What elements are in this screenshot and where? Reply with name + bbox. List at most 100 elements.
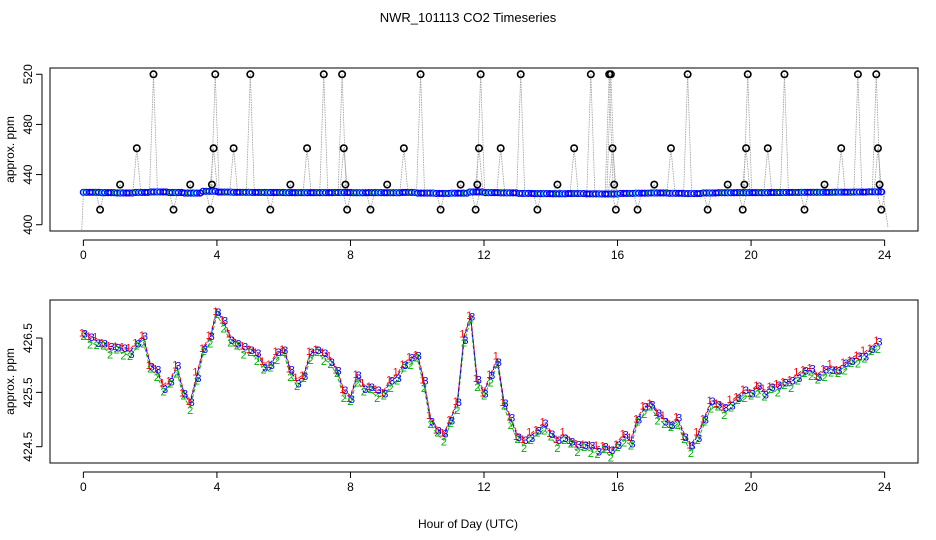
- series-marker-3: 3: [449, 416, 455, 428]
- spike-point: [206, 205, 215, 214]
- series-marker-1: 1: [686, 440, 692, 452]
- series-marker-3: 3: [396, 373, 402, 385]
- series-marker-2: 2: [628, 441, 634, 453]
- series-marker-3: 3: [402, 360, 408, 372]
- series-marker-3: 3: [255, 348, 261, 360]
- series-marker-2: 2: [641, 409, 647, 421]
- series-marker-3: 3: [583, 440, 589, 452]
- series-marker-1: 1: [439, 428, 445, 440]
- series-marker-2: 2: [301, 373, 307, 385]
- series-marker-3: 3: [723, 403, 729, 415]
- series-marker-1: 1: [226, 329, 232, 341]
- series-marker-3: 3: [462, 335, 468, 347]
- spike-point: [533, 205, 542, 214]
- series-marker-3: 3: [876, 336, 882, 348]
- spike-point: [338, 70, 347, 79]
- spike-line: [763, 148, 769, 193]
- series-marker-2: 2: [261, 365, 267, 377]
- series-marker-2: 2: [321, 356, 327, 368]
- spike-line: [302, 148, 308, 193]
- series-marker-1: 1: [560, 426, 566, 438]
- series-marker-2: 2: [428, 419, 434, 431]
- series-marker-1: 1: [726, 394, 732, 406]
- series-marker-3: 3: [563, 433, 569, 445]
- bottom-x-tick-label: 24: [878, 480, 892, 494]
- series-marker-3: 3: [316, 345, 322, 357]
- bottom-x-axis: 0 4 8 12 16 20 24: [80, 471, 892, 494]
- series-marker-3: 3: [482, 388, 488, 400]
- spike-point: [763, 144, 772, 153]
- series-marker-1: 1: [720, 401, 726, 413]
- series-marker-2: 2: [274, 355, 280, 367]
- spike-point: [608, 144, 617, 153]
- series-marker-3: 3: [516, 432, 522, 444]
- series-marker-2: 2: [548, 431, 554, 443]
- series-marker-3: 3: [429, 417, 435, 429]
- series-marker-3: 3: [249, 345, 255, 357]
- spike-line: [403, 148, 409, 193]
- spike-line: [149, 74, 154, 193]
- series-marker-2: 2: [868, 346, 874, 358]
- series-marker-3: 3: [282, 345, 288, 357]
- series-marker-2: 2: [594, 449, 600, 461]
- spike-point: [853, 70, 862, 79]
- spike-line: [520, 74, 526, 193]
- bottom-y-axis-label: approx. ppm: [3, 348, 17, 415]
- spike-line: [840, 148, 846, 193]
- series-marker-1: 1: [873, 335, 879, 347]
- series-marker-3: 3: [743, 385, 749, 397]
- series-marker-3: 3: [142, 331, 148, 343]
- series-marker-3: 3: [589, 441, 595, 453]
- series-marker-2: 2: [394, 375, 400, 387]
- series-marker-2: 2: [448, 418, 454, 430]
- series-marker-3: 3: [322, 348, 328, 360]
- series-marker-3: 3: [549, 429, 555, 441]
- series-marker-1: 1: [613, 439, 619, 451]
- series-marker-1: 1: [519, 434, 525, 446]
- series-marker-1: 1: [493, 350, 499, 362]
- series-marker-1: 1: [85, 331, 91, 343]
- series-marker-2: 2: [107, 349, 113, 361]
- series-marker-3: 3: [536, 425, 542, 437]
- series-marker-2: 2: [134, 341, 140, 353]
- series-marker-1: 1: [152, 363, 158, 375]
- top-plot-frame: [49, 67, 919, 232]
- series-marker-2: 2: [588, 448, 594, 460]
- series-marker-1: 1: [126, 342, 132, 354]
- series-marker-3: 3: [870, 344, 876, 356]
- series-marker-2: 2: [668, 422, 674, 434]
- series-marker-2: 2: [281, 347, 287, 359]
- series-marker-1: 1: [767, 381, 773, 393]
- spike-line: [229, 148, 235, 193]
- series-marker-3: 3: [756, 381, 762, 393]
- series-marker-3: 3: [683, 432, 689, 444]
- series-marker-3: 3: [790, 375, 796, 387]
- series-marker-3: 3: [609, 445, 615, 457]
- series-marker-3: 3: [175, 361, 181, 373]
- series-marker-2: 2: [401, 362, 407, 374]
- series-marker-3: 3: [336, 366, 342, 378]
- spike-line: [500, 148, 506, 193]
- top-x-tick-label: 20: [744, 248, 758, 262]
- series-marker-1: 1: [700, 413, 706, 425]
- series-marker-2: 2: [675, 420, 681, 432]
- top-y-tick-label: 400: [21, 214, 35, 234]
- spike-point: [473, 180, 482, 189]
- series-marker-1: 1: [99, 337, 105, 349]
- series-marker-3: 3: [222, 316, 228, 328]
- spike-point: [116, 180, 125, 189]
- series-marker-2: 2: [581, 442, 587, 454]
- series-marker-1: 1: [466, 310, 472, 322]
- series-marker-2: 2: [294, 381, 300, 393]
- x-axis-label: Hour of Day (UTC): [418, 517, 518, 531]
- spike-point: [383, 180, 392, 189]
- series-marker-2: 2: [528, 435, 534, 447]
- series-marker-3: 3: [816, 372, 822, 384]
- spike-line: [740, 184, 745, 193]
- series-marker-2: 2: [214, 309, 220, 321]
- spike-line: [290, 184, 295, 193]
- series-marker-1: 1: [132, 337, 138, 349]
- series-marker-2: 2: [481, 391, 487, 403]
